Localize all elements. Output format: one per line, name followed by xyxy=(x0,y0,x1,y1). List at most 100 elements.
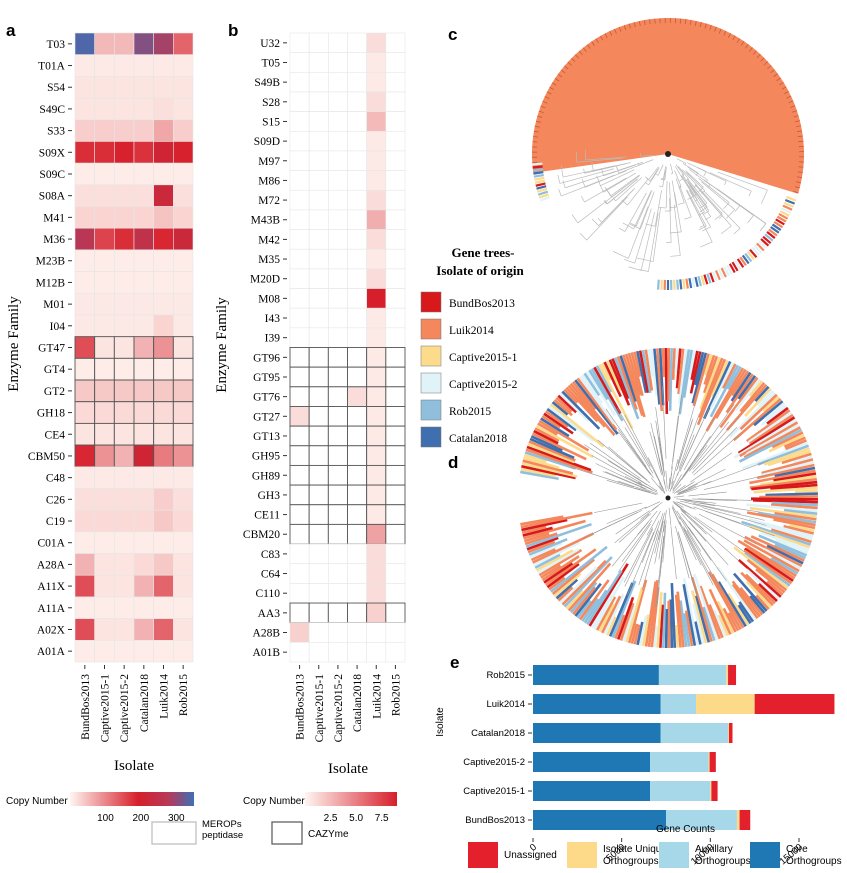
tree-c-tip xyxy=(706,273,712,284)
tree-c-branch xyxy=(664,166,667,181)
heatmap-b-cell xyxy=(289,130,310,152)
tree-c-tip xyxy=(623,25,627,31)
tree-d-branch xyxy=(617,523,651,573)
tree-c-branch xyxy=(674,192,682,232)
tree-d-tip xyxy=(583,589,608,624)
tree-d-tip xyxy=(759,495,819,499)
tree-d-tip xyxy=(767,449,811,467)
heatmap-a-col-label: BundBos2013 xyxy=(80,674,92,740)
tree-c-tip xyxy=(712,271,718,282)
tree-d-tip xyxy=(581,374,603,404)
heatmap-b-cell xyxy=(366,406,387,427)
tree-d-branch xyxy=(615,510,650,535)
tree-c-branch xyxy=(603,172,637,193)
heatmap-a-cell xyxy=(94,227,115,251)
tree-d-tip xyxy=(571,381,597,411)
heatmap-a-cell xyxy=(113,401,135,424)
tree-d-tip xyxy=(559,392,590,422)
heatmap-a-cell xyxy=(74,596,95,619)
heatmap-b-cell xyxy=(347,189,367,211)
tree-d-tip xyxy=(694,621,702,645)
tree-d-branch xyxy=(679,500,703,507)
heatmap-a-cell xyxy=(114,466,135,489)
tree-d-tip xyxy=(574,582,602,617)
heatmap-a-cell xyxy=(114,141,135,164)
tree-d-branch xyxy=(637,481,658,493)
heatmap-b-cell xyxy=(366,111,387,132)
heatmap-a-cell xyxy=(133,314,154,337)
bar-e-segment xyxy=(660,723,729,743)
tree-c-branch xyxy=(565,170,617,189)
tree-d-tip xyxy=(716,600,735,634)
heatmap-a-cell xyxy=(153,531,174,554)
tree-d-tip xyxy=(693,573,719,641)
tree-c-branch xyxy=(633,191,652,230)
tree-c-tip xyxy=(760,238,770,247)
tree-c-branch xyxy=(718,215,723,219)
tree-d-branch xyxy=(675,503,690,515)
heatmap-a-row-label: I04 xyxy=(50,321,66,333)
heatmap-b-cell xyxy=(308,229,329,250)
tree-c-branch xyxy=(657,164,664,176)
heatmap-b-cell xyxy=(366,189,387,211)
tree-d-tip xyxy=(655,348,664,412)
tree-c-branch xyxy=(628,266,642,271)
heatmap-a-row-label: GT47 xyxy=(38,343,65,355)
tree-d-tip xyxy=(737,416,796,455)
tree-d-tip xyxy=(755,568,786,594)
tree-c-tip xyxy=(734,260,742,270)
heatmap-a-cell xyxy=(94,357,115,381)
heatmap-a-cell xyxy=(94,314,115,337)
tree-d-tip xyxy=(585,371,616,416)
tree-d-tip xyxy=(761,458,814,475)
tree-d-branch xyxy=(672,394,682,462)
tree-d-tip xyxy=(608,359,631,406)
heatmap-a-cell xyxy=(74,357,96,381)
tree-d-tip xyxy=(586,569,623,626)
tree-d-tip xyxy=(725,373,754,414)
bar-chart-e: Rob2015 Luik2014 Catalan2018 Captive2015-2 C… xyxy=(435,665,842,868)
heatmap-b-cell xyxy=(366,484,387,506)
tree-d-tip xyxy=(692,353,710,407)
tree-c-branch xyxy=(701,181,735,210)
heatmap-b-cell xyxy=(328,150,348,171)
bar-e-segment xyxy=(660,694,697,714)
heatmap-b-cell xyxy=(328,642,348,663)
tree-c-tip xyxy=(784,198,796,205)
heatmap-b-cell xyxy=(385,484,406,506)
tree-d-tip xyxy=(745,546,796,580)
tree-d-branch xyxy=(693,503,741,514)
tree-c-branch xyxy=(576,157,623,163)
heatmap-a-cell xyxy=(94,249,115,272)
tree-c-branch xyxy=(703,190,741,229)
tree-c-tip xyxy=(540,105,546,109)
heatmap-b-cell xyxy=(347,150,367,171)
tree-d-branch xyxy=(606,506,647,524)
tree-d-branch xyxy=(658,519,666,560)
tree-c-tip xyxy=(767,65,772,70)
panel-label-b: b xyxy=(228,21,238,40)
tree-d-tip xyxy=(771,501,818,507)
heatmap-a-cell xyxy=(114,32,135,55)
tree-d-tip xyxy=(638,350,650,393)
heatmap-a-cell xyxy=(114,531,135,554)
tree-c-tip xyxy=(595,38,599,44)
tree-d-branch xyxy=(681,499,707,503)
tree-c-branch xyxy=(661,177,664,180)
heatmap-b-cell xyxy=(385,602,406,624)
heatmap-b-cell xyxy=(327,445,348,466)
tree-c-tip xyxy=(740,41,745,46)
tree-c-tip xyxy=(762,235,772,245)
tree-d-tip xyxy=(771,431,804,449)
tree-d-branch xyxy=(607,460,648,486)
tree-c-branch xyxy=(640,212,655,271)
heatmap-b-cell xyxy=(308,366,329,388)
tree-c-branch xyxy=(645,176,649,180)
bar-e-segment xyxy=(754,694,835,714)
tree-c-branch xyxy=(562,165,616,178)
heatmap-a-cell xyxy=(172,379,194,403)
heatmap-b-cell xyxy=(366,268,387,289)
tree-d-tip xyxy=(763,447,810,466)
heatmap-b-cell xyxy=(366,170,387,191)
tree-d-tip xyxy=(639,615,648,646)
